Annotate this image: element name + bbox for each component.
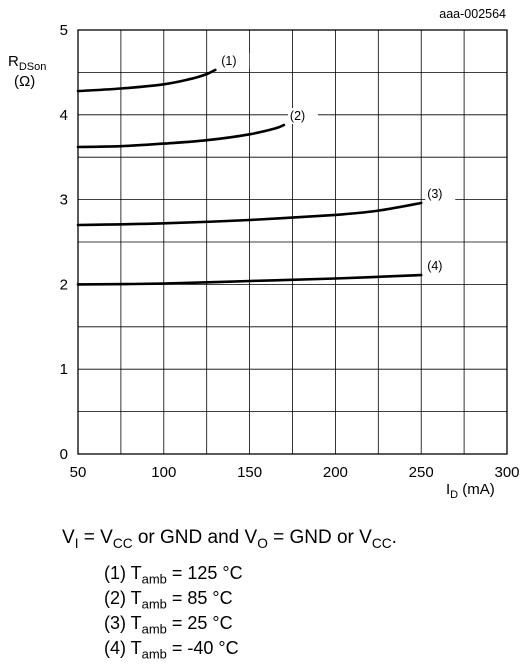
- series-2-label-bg: [287, 107, 318, 124]
- x-tick-label: 150: [237, 464, 262, 481]
- series-3-line: [76, 201, 423, 227]
- y-tick-label: 5: [60, 22, 68, 39]
- x-tick-label: 300: [494, 464, 519, 481]
- y-tick-label: 1: [60, 361, 68, 378]
- chart-grid: [78, 30, 507, 454]
- series-4-label: (4): [427, 259, 442, 273]
- y-axis-unit: (Ω): [14, 73, 35, 90]
- series-1-label-bg: [219, 52, 250, 69]
- series-2-label: (2): [290, 109, 305, 123]
- figure-id: aaa-002564: [439, 7, 506, 21]
- data-curves: (1) (2) (3) (4): [76, 52, 456, 286]
- legend-entry-4: (4) Tamb = -40 °C: [104, 638, 239, 662]
- series-4-label-bg: [425, 258, 456, 275]
- rdson-chart: (1) (2) (3) (4) 50 100 150 200 250 300 0 1 2 3 4 5 aa…: [8, 7, 520, 501]
- series-3-label: (3): [427, 187, 442, 201]
- series-3-label-bg: [425, 185, 456, 202]
- x-tick-label: 250: [409, 464, 434, 481]
- y-axis-label: RDSon: [8, 53, 46, 73]
- x-tick-label: 100: [151, 464, 176, 481]
- legend-entry-2: (2) Tamb = 85 °C: [104, 588, 233, 612]
- legend-entry-3: (3) Tamb = 25 °C: [104, 613, 233, 637]
- series-4-line: [76, 273, 423, 286]
- series-1-line: [76, 68, 217, 93]
- x-tick-label: 200: [323, 464, 348, 481]
- test-conditions: VI = VCC or GND and VO = GND or VCC.: [62, 527, 397, 551]
- x-axis-label: ID (mA): [446, 481, 495, 501]
- y-tick-label: 0: [60, 446, 68, 463]
- x-tick-label: 50: [70, 464, 87, 481]
- x-tick-labels: 50 100 150 200 250 300: [70, 464, 520, 481]
- y-tick-label: 4: [60, 107, 68, 124]
- legend-entry-1: (1) Tamb = 125 °C: [104, 563, 243, 587]
- series-2-line: [76, 123, 286, 149]
- y-tick-labels: 0 1 2 3 4 5: [60, 22, 68, 463]
- series-1-label: (1): [221, 54, 236, 68]
- y-tick-label: 2: [60, 276, 68, 293]
- y-tick-label: 3: [60, 192, 68, 209]
- plot-frame: [77, 29, 508, 455]
